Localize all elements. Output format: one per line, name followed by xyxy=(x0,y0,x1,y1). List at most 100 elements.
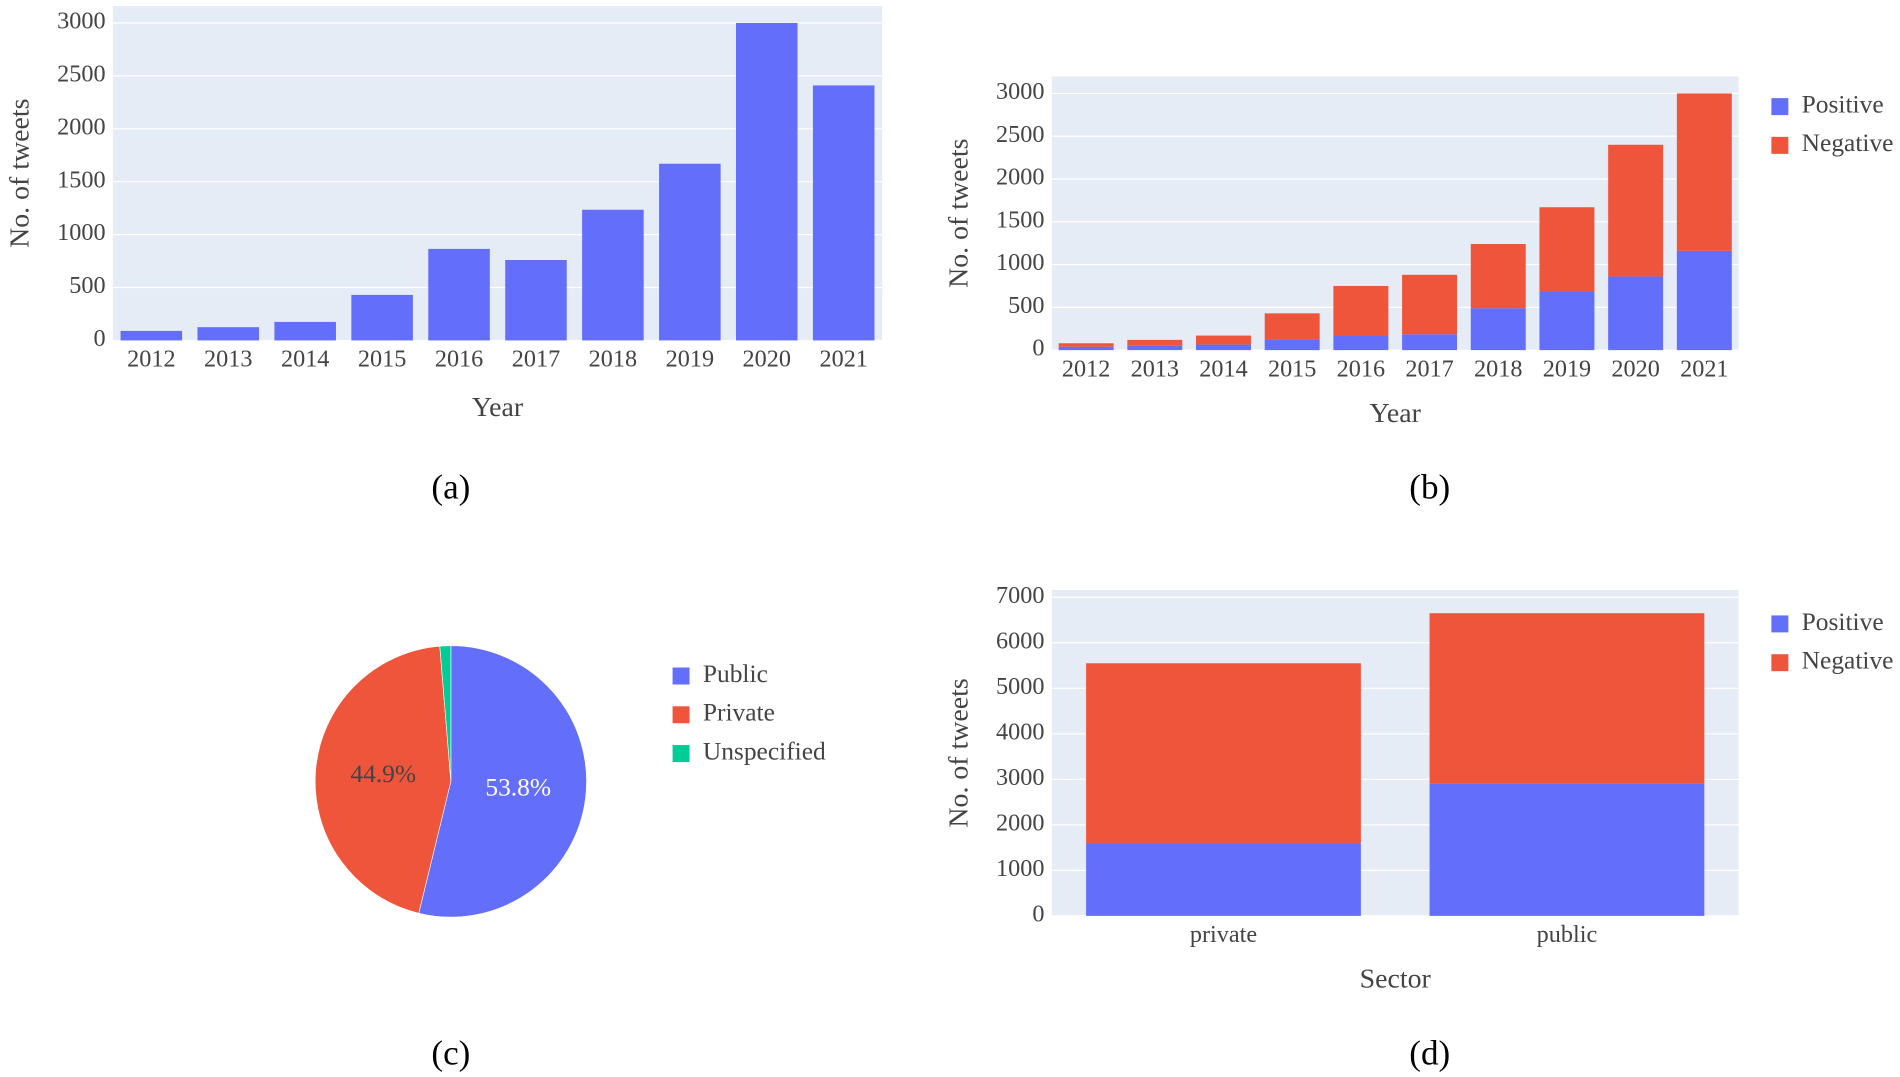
x-tick-label: 2016 xyxy=(435,346,483,373)
pie-label: 44.9% xyxy=(350,759,416,788)
bar-segment xyxy=(1058,343,1114,347)
bar-segment xyxy=(1264,313,1320,340)
x-axis-label: Sector xyxy=(1360,964,1432,995)
pie-slice xyxy=(418,645,587,918)
bar-segment xyxy=(1539,291,1595,351)
legend-label: Positive xyxy=(1802,89,1884,118)
bar-segment xyxy=(1058,346,1114,351)
bar xyxy=(735,22,798,341)
bar-segment xyxy=(1264,339,1320,351)
x-tick-label: 2019 xyxy=(1543,355,1591,382)
pie-slice xyxy=(314,645,452,914)
x-tick-label: 2016 xyxy=(1337,355,1385,382)
legend-label: Public xyxy=(703,659,768,688)
y-tick-label: 0 xyxy=(93,325,105,352)
bar-segment xyxy=(1333,285,1389,336)
x-tick-label: 2014 xyxy=(1199,355,1247,382)
legend-marker xyxy=(672,745,690,763)
bar-segment xyxy=(1196,344,1251,351)
legend-label: Private xyxy=(703,698,775,727)
x-tick-label: 2019 xyxy=(666,346,714,373)
x-tick-label: 2020 xyxy=(1611,355,1659,382)
legend-marker xyxy=(1771,98,1789,116)
x-tick-label: 2015 xyxy=(358,346,406,373)
y-axis-label: No. of tweets xyxy=(943,139,974,288)
y-tick-label: 3000 xyxy=(996,764,1044,791)
bar-segment xyxy=(1086,663,1361,844)
bar xyxy=(659,163,721,341)
bar xyxy=(505,260,567,341)
x-tick-label: public xyxy=(1537,921,1598,948)
y-tick-label: 2500 xyxy=(57,60,105,87)
bar-segment xyxy=(1333,335,1389,351)
x-tick-label: private xyxy=(1190,921,1257,948)
y-axis-label: No. of tweets xyxy=(943,678,974,827)
legend-marker xyxy=(1771,654,1789,672)
y-tick-label: 3000 xyxy=(57,8,105,35)
legend-label: Unspecified xyxy=(703,736,826,765)
bar-segment xyxy=(1127,339,1183,346)
bar xyxy=(351,294,413,341)
y-tick-label: 1000 xyxy=(57,219,105,246)
x-tick-label: 2020 xyxy=(743,346,791,373)
bar-segment xyxy=(1196,335,1251,345)
bar-segment xyxy=(1402,274,1458,335)
y-tick-label: 7000 xyxy=(996,582,1044,609)
y-tick-label: 1500 xyxy=(996,206,1044,233)
y-tick-label: 1000 xyxy=(996,855,1044,882)
legend-marker xyxy=(1771,615,1789,633)
bar xyxy=(582,209,644,341)
legend-label: Negative xyxy=(1802,128,1894,157)
y-tick-label: 2000 xyxy=(996,809,1044,836)
y-tick-label: 3000 xyxy=(996,78,1044,105)
x-axis-label: Year xyxy=(472,392,524,423)
bar-segment xyxy=(1127,345,1183,351)
bar-segment xyxy=(1429,783,1705,916)
y-tick-label: 1000 xyxy=(996,249,1044,276)
bar xyxy=(812,85,875,341)
bar-segment xyxy=(1470,244,1526,309)
bar-segment xyxy=(1086,843,1361,916)
x-tick-label: 2013 xyxy=(204,346,252,373)
x-tick-label: 2014 xyxy=(281,346,329,373)
bar-segment xyxy=(1402,334,1458,351)
caption: (a) xyxy=(431,468,470,507)
bar-segment xyxy=(1429,613,1705,784)
x-tick-label: 2012 xyxy=(1062,355,1110,382)
caption: (d) xyxy=(1409,1033,1450,1072)
y-tick-label: 5000 xyxy=(996,673,1044,700)
x-tick-label: 2021 xyxy=(819,346,867,373)
y-tick-label: 6000 xyxy=(996,627,1044,654)
legend-label: Positive xyxy=(1802,607,1884,636)
bar xyxy=(120,330,183,341)
y-tick-label: 0 xyxy=(1032,335,1044,362)
y-tick-label: 2500 xyxy=(996,121,1044,148)
y-tick-label: 500 xyxy=(1008,292,1044,319)
x-tick-label: 2018 xyxy=(589,346,637,373)
x-tick-label: 2017 xyxy=(1405,355,1453,382)
caption: (c) xyxy=(431,1033,470,1072)
legend-marker xyxy=(672,706,690,724)
bar-segment xyxy=(1676,250,1732,351)
y-tick-label: 2000 xyxy=(996,164,1044,191)
x-tick-label: 2017 xyxy=(512,346,560,373)
x-axis-label: Year xyxy=(1370,398,1422,429)
y-tick-label: 4000 xyxy=(996,718,1044,745)
x-tick-label: 2018 xyxy=(1474,355,1522,382)
bar-segment xyxy=(1470,308,1526,351)
x-tick-label: 2013 xyxy=(1131,355,1179,382)
pie-label: 53.8% xyxy=(485,772,551,801)
x-tick-label: 2012 xyxy=(127,346,175,373)
bar xyxy=(428,248,490,341)
bar xyxy=(197,327,260,341)
bar-segment xyxy=(1676,93,1732,251)
bar-segment xyxy=(1608,144,1664,277)
bar xyxy=(274,321,336,341)
legend-marker xyxy=(1771,136,1789,154)
legend-label: Negative xyxy=(1802,646,1894,675)
y-tick-label: 0 xyxy=(1032,900,1044,927)
bar-segment xyxy=(1608,276,1664,351)
bar-segment xyxy=(1539,207,1595,292)
